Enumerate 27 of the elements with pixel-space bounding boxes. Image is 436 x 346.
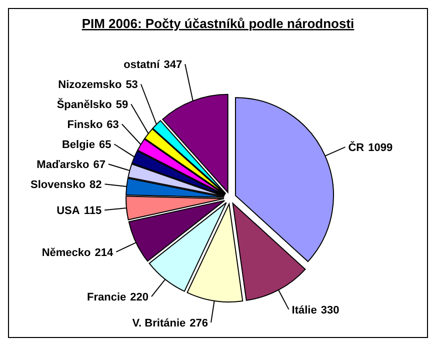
data-label: 59 <box>116 98 128 111</box>
data-label: 220 <box>130 291 149 304</box>
chart-title: PIM 2006: Počty účastníků podle národnosti <box>82 16 354 31</box>
slice-label: Belgie <box>62 138 95 151</box>
slice-label: Finsko <box>67 118 103 131</box>
slice-label: Německo <box>42 246 92 259</box>
data-label: 82 <box>90 178 102 191</box>
slice-label: Francie <box>87 291 126 304</box>
slice-label: Nizozemsko <box>58 78 122 91</box>
slice-label: V. Británie <box>132 317 186 330</box>
slice-label: ČR <box>348 140 364 154</box>
data-label: 65 <box>98 138 112 151</box>
data-label: 53 <box>126 78 138 91</box>
slice-label: Itálie <box>292 304 317 316</box>
slice-label: ostatní <box>124 58 161 71</box>
slice-label: Španělsko <box>56 98 112 111</box>
data-label: 276 <box>190 317 208 330</box>
data-label: 347 <box>164 58 182 71</box>
data-label: 63 <box>106 118 119 131</box>
data-label: 214 <box>94 246 114 259</box>
slice-label: Maďarsko <box>36 158 90 171</box>
data-label: 330 <box>320 304 340 316</box>
data-label: 115 <box>84 205 102 218</box>
slice-label: USA <box>56 205 80 218</box>
data-label: 1099 <box>368 142 393 154</box>
slice-label: Slovensko <box>30 178 86 191</box>
data-label: 67 <box>93 158 106 171</box>
